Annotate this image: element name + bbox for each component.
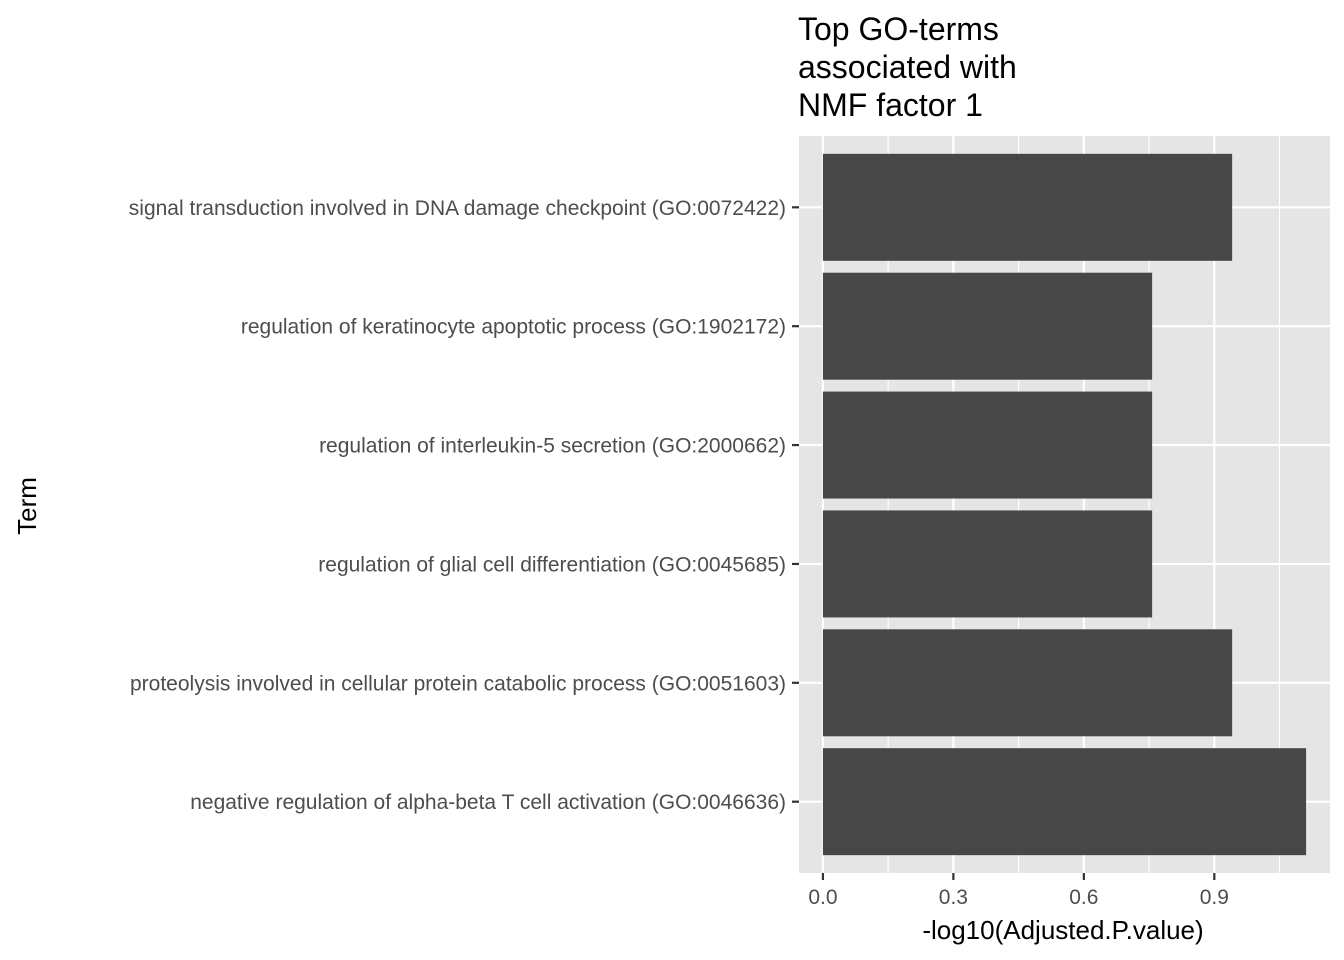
x-tick-label: 0.6 xyxy=(1069,886,1098,909)
y-tick-label: proteolysis involved in cellular protein… xyxy=(130,672,786,695)
chart-title-line-3: NMF factor 1 xyxy=(798,87,983,123)
y-tick-label: signal transduction involved in DNA dama… xyxy=(129,197,786,220)
x-axis-title: -log10(Adjusted.P.value) xyxy=(922,915,1203,945)
y-tick-label: negative regulation of alpha-beta T cell… xyxy=(190,791,786,814)
bar xyxy=(822,391,1153,499)
bar xyxy=(822,748,1307,856)
y-tick-label: regulation of keratinocyte apoptotic pro… xyxy=(241,316,786,339)
bar xyxy=(822,510,1153,618)
x-tick-label: 0.3 xyxy=(939,886,968,909)
chart-title-line-2: associated with xyxy=(798,49,1017,85)
bar xyxy=(822,272,1153,380)
y-axis-title: Term xyxy=(12,477,42,535)
x-axis: 0.0 0.3 0.6 0.9 xyxy=(808,873,1229,909)
chart-title-line-1: Top GO-terms xyxy=(798,11,999,47)
y-axis: signal transduction involved in DNA dama… xyxy=(129,197,799,814)
bars xyxy=(822,153,1307,856)
x-tick-label: 0.9 xyxy=(1200,886,1229,909)
bar xyxy=(822,153,1233,261)
y-tick-label: regulation of glial cell differentiation… xyxy=(318,553,786,576)
chart-title: Top GO-terms associated with NMF factor … xyxy=(798,11,1017,123)
bar xyxy=(822,629,1233,737)
x-tick-label: 0.0 xyxy=(808,886,837,909)
y-tick-label: regulation of interleukin-5 secretion (G… xyxy=(319,435,786,458)
